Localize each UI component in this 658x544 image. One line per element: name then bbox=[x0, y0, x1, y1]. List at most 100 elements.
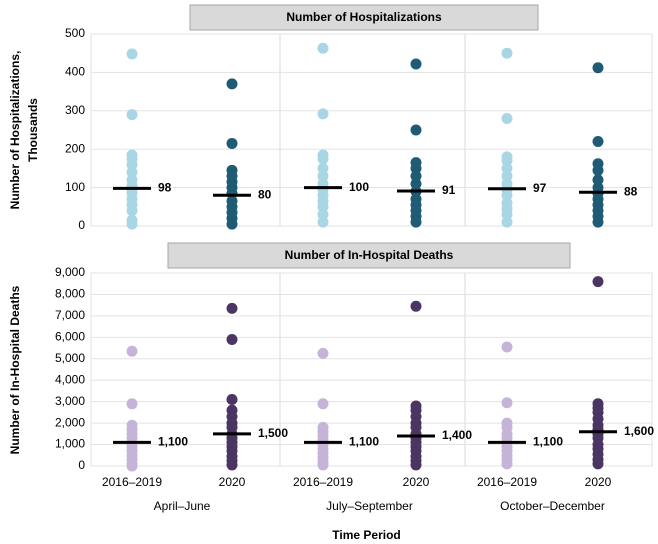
median-label: 100 bbox=[349, 180, 369, 194]
data-point bbox=[317, 153, 329, 165]
period-label: April–June bbox=[154, 499, 211, 513]
data-point bbox=[226, 218, 238, 230]
data-point bbox=[410, 459, 422, 471]
y-tick-label: 6,000 bbox=[55, 330, 85, 344]
median-label: 1,100 bbox=[349, 435, 379, 449]
y-tick-label: 1,000 bbox=[55, 437, 85, 451]
data-point bbox=[410, 216, 422, 228]
x-tick-label: 2020 bbox=[403, 475, 430, 489]
median-label: 98 bbox=[158, 181, 172, 195]
data-point bbox=[126, 109, 138, 121]
data-point bbox=[501, 397, 513, 409]
median-label: 88 bbox=[624, 184, 638, 198]
median-label: 1,500 bbox=[258, 426, 288, 440]
y-axis-label: Number of In-Hospital Deaths bbox=[8, 285, 22, 454]
data-point bbox=[501, 216, 513, 228]
panel-title: Number of Hospitalizations bbox=[286, 10, 442, 24]
median-label: 1,600 bbox=[624, 424, 654, 438]
y-tick-label: 5,000 bbox=[55, 351, 85, 365]
data-point bbox=[317, 42, 329, 54]
data-point bbox=[126, 205, 138, 217]
data-point bbox=[317, 459, 329, 471]
data-point bbox=[501, 170, 513, 182]
median-label: 1,400 bbox=[442, 428, 472, 442]
period-label: July–September bbox=[326, 499, 413, 513]
data-point bbox=[317, 216, 329, 228]
data-point bbox=[592, 458, 604, 470]
data-point bbox=[592, 276, 604, 288]
median-label: 97 bbox=[533, 181, 547, 195]
data-point bbox=[126, 166, 138, 178]
data-point bbox=[592, 62, 604, 74]
data-point bbox=[226, 78, 238, 90]
x-axis-label: Time Period bbox=[332, 528, 400, 542]
panel-title: Number of In-Hospital Deaths bbox=[285, 248, 454, 262]
data-point bbox=[126, 159, 138, 171]
x-tick-label: 2020 bbox=[219, 475, 246, 489]
data-point bbox=[410, 162, 422, 174]
x-tick-label: 2016–2019 bbox=[477, 475, 537, 489]
data-point bbox=[501, 162, 513, 174]
data-point bbox=[317, 208, 329, 220]
panel-title-box bbox=[189, 4, 539, 31]
data-point bbox=[126, 345, 138, 357]
data-point bbox=[226, 302, 238, 314]
median-label: 1,100 bbox=[158, 435, 188, 449]
data-point bbox=[126, 48, 138, 60]
data-point bbox=[501, 189, 513, 201]
data-point bbox=[410, 300, 422, 312]
panel-frame bbox=[90, 33, 653, 227]
data-point bbox=[126, 218, 138, 230]
y-tick-label: 8,000 bbox=[55, 287, 85, 301]
y-tick-label: 3,000 bbox=[55, 394, 85, 408]
data-point bbox=[317, 398, 329, 410]
y-axis-label: Thousands bbox=[26, 98, 40, 162]
y-axis-label: Number of Hospitalizations, bbox=[8, 51, 22, 210]
data-point bbox=[501, 155, 513, 167]
data-point bbox=[592, 174, 604, 186]
data-point bbox=[410, 178, 422, 190]
data-point bbox=[317, 201, 329, 213]
y-tick-label: 0 bbox=[78, 218, 85, 232]
x-tick-label: 2016–2019 bbox=[102, 475, 162, 489]
data-point bbox=[317, 347, 329, 359]
data-point bbox=[317, 162, 329, 174]
data-point bbox=[226, 394, 238, 406]
y-tick-label: 2,000 bbox=[55, 415, 85, 429]
period-label: October–December bbox=[500, 499, 605, 513]
y-tick-label: 500 bbox=[65, 26, 85, 40]
y-tick-label: 400 bbox=[65, 65, 85, 79]
panel-title-box bbox=[167, 242, 571, 269]
data-point bbox=[226, 333, 238, 345]
x-tick-label: 2020 bbox=[585, 475, 612, 489]
y-tick-label: 200 bbox=[65, 141, 85, 155]
data-point bbox=[410, 170, 422, 182]
data-point bbox=[592, 164, 604, 176]
data-point bbox=[317, 108, 329, 120]
median-label: 91 bbox=[442, 183, 456, 197]
x-tick-label: 2016–2019 bbox=[293, 475, 353, 489]
y-tick-label: 9,000 bbox=[55, 265, 85, 279]
y-tick-label: 300 bbox=[65, 103, 85, 117]
data-point bbox=[501, 47, 513, 59]
data-point bbox=[126, 460, 138, 472]
data-point bbox=[592, 216, 604, 228]
median-label: 1,100 bbox=[533, 435, 563, 449]
data-point bbox=[126, 398, 138, 410]
data-point bbox=[410, 58, 422, 70]
data-point bbox=[592, 136, 604, 148]
y-tick-label: 4,000 bbox=[55, 372, 85, 386]
median-label: 80 bbox=[258, 187, 272, 201]
data-point bbox=[226, 459, 238, 471]
data-point bbox=[501, 341, 513, 353]
data-point bbox=[501, 112, 513, 124]
y-tick-label: 100 bbox=[65, 180, 85, 194]
data-point bbox=[226, 137, 238, 149]
data-point bbox=[501, 208, 513, 220]
y-tick-label: 7,000 bbox=[55, 308, 85, 322]
data-point bbox=[410, 124, 422, 136]
y-tick-label: 0 bbox=[78, 458, 85, 472]
data-point bbox=[317, 170, 329, 182]
data-point bbox=[501, 458, 513, 470]
